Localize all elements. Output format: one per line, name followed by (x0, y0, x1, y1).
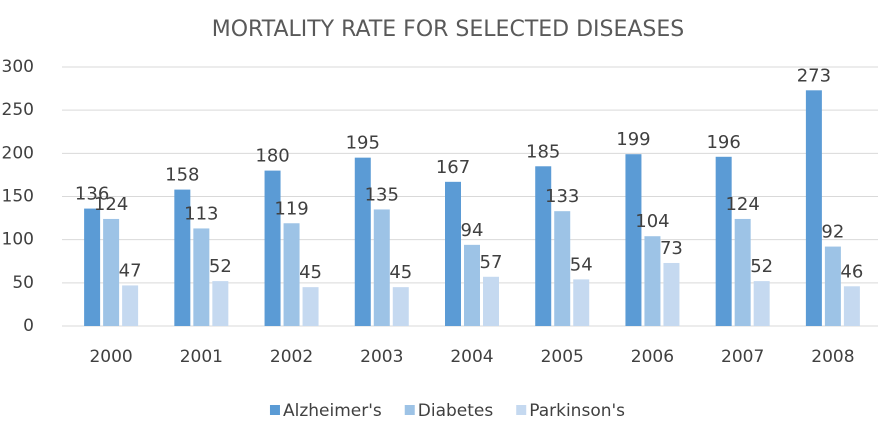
data-label: 73 (660, 238, 683, 259)
x-tick-label: 2004 (450, 347, 493, 367)
y-tick-label: 200 (2, 143, 34, 163)
bar (554, 211, 571, 326)
legend-label: Parkinson's (529, 401, 625, 421)
data-label: 52 (750, 256, 773, 277)
x-tick-label: 2003 (360, 347, 403, 367)
legend-label: Alzheimer's (283, 401, 382, 421)
bar (805, 90, 822, 326)
data-label: 124 (94, 194, 128, 215)
bar (824, 246, 841, 326)
bar (734, 218, 751, 326)
data-label: 185 (526, 141, 560, 162)
data-label: 52 (209, 256, 232, 277)
data-label: 196 (706, 132, 740, 153)
x-tick-label: 2002 (270, 347, 313, 367)
data-label: 135 (365, 184, 399, 205)
bar (753, 281, 770, 326)
data-label: 136 (75, 184, 109, 205)
bar (464, 244, 480, 326)
data-label: 47 (119, 260, 142, 281)
legend-swatch (269, 405, 280, 415)
bar (392, 287, 409, 326)
bar (84, 208, 101, 326)
data-label: 113 (184, 203, 218, 224)
y-tick-label: 150 (2, 187, 34, 207)
bar (122, 285, 139, 326)
data-label: 92 (821, 222, 844, 243)
bar (264, 170, 281, 326)
data-label: 273 (797, 65, 831, 86)
bar (573, 279, 590, 326)
y-tick-label: 50 (12, 273, 34, 293)
bar (625, 154, 642, 326)
data-label: 57 (480, 252, 503, 273)
legend-label: Diabetes (418, 401, 494, 421)
y-tick-label: 300 (2, 57, 34, 77)
bar (174, 189, 191, 326)
bar (483, 276, 499, 326)
bar (644, 236, 661, 326)
data-label: 167 (436, 157, 470, 178)
data-label: 158 (165, 165, 199, 186)
x-tick-label: 2001 (180, 347, 223, 367)
bar (354, 157, 371, 326)
legend-swatch (516, 405, 527, 415)
data-label: 119 (274, 198, 308, 219)
bar (302, 287, 319, 326)
data-label: 133 (545, 186, 579, 207)
x-tick-label: 2006 (631, 347, 674, 367)
y-tick-label: 100 (2, 230, 34, 250)
bar (843, 286, 860, 326)
data-label: 195 (346, 133, 380, 154)
bar (283, 223, 300, 326)
data-label: 45 (389, 262, 412, 283)
x-tick-label: 2000 (89, 347, 132, 367)
x-tick-label: 2005 (541, 347, 584, 367)
bar (193, 228, 210, 326)
data-label: 124 (725, 194, 759, 215)
bar (103, 218, 120, 326)
data-label: 94 (461, 220, 484, 241)
bar (663, 262, 680, 326)
chart-title: MORTALITY RATE FOR SELECTED DISEASES (212, 17, 685, 42)
bar (535, 166, 552, 326)
data-label: 46 (840, 261, 863, 282)
x-tick-label: 2008 (811, 347, 854, 367)
x-tick-label: 2007 (721, 347, 764, 367)
bar (445, 181, 461, 326)
y-tick-label: 0 (23, 316, 34, 336)
data-label: 54 (570, 254, 593, 275)
data-label: 45 (299, 262, 322, 283)
bar (373, 209, 390, 326)
legend-swatch (404, 405, 415, 415)
y-tick-label: 250 (2, 100, 34, 120)
data-label: 180 (255, 146, 289, 167)
data-label: 104 (635, 211, 669, 232)
bar (715, 156, 732, 326)
bar (212, 281, 229, 326)
data-label: 199 (616, 129, 650, 150)
